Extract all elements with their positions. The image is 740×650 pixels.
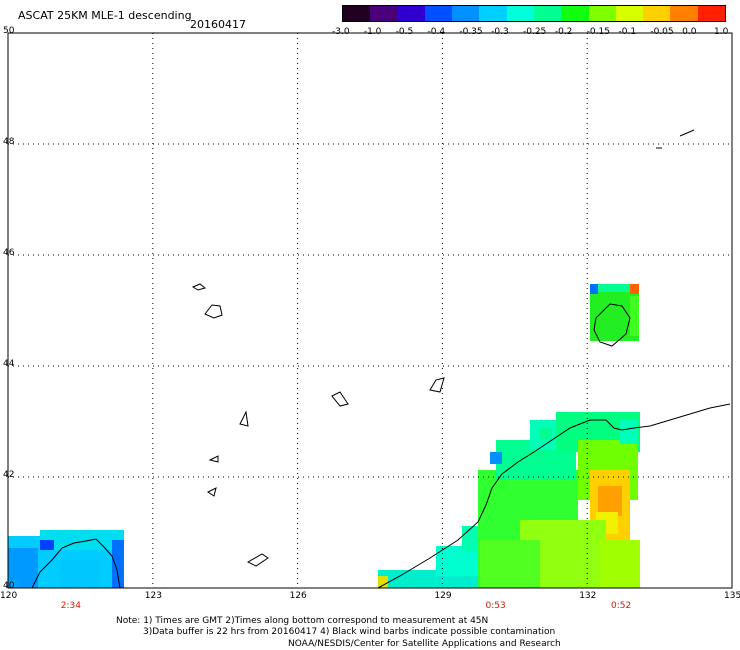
colorbar-segment (561, 6, 589, 21)
colorbar-segment (615, 6, 644, 21)
colorbar-segment (479, 6, 507, 21)
colorbar-tick-label: 0.0 (682, 27, 697, 37)
swath-khanka (630, 284, 639, 294)
island-8 (208, 455, 219, 463)
colorbar-tick-label: -0.2 (554, 27, 573, 37)
island-7 (246, 553, 269, 567)
swath-khanka (590, 284, 598, 294)
map-frame (7, 32, 733, 589)
island-2 (191, 283, 207, 291)
latitude-label: 44 (3, 359, 15, 369)
latitude-label: 48 (3, 137, 15, 147)
swath-bottom-right (378, 576, 388, 588)
colorbar-tick-label: -0.4 (427, 27, 446, 37)
map-title: ASCAT 25KM MLE-1 descending (18, 9, 192, 22)
latitude-label: 42 (3, 470, 15, 480)
colorbar-tick-label: -0.1 (618, 27, 637, 37)
swath-bottom-right (490, 452, 502, 464)
swath-bottom-left (8, 580, 20, 588)
map-date: 20160417 (190, 18, 246, 31)
colorbar-tick-label: -0.05 (650, 27, 674, 37)
colorbar-tick-label: 1.0 (714, 27, 729, 37)
footer-note-1: Note: 1) Times are GMT 2)Times along bot… (116, 616, 489, 626)
island-3 (239, 410, 249, 427)
data-swaths (8, 284, 640, 588)
colorbar-segment (643, 6, 671, 21)
latitude-label: 50 (3, 26, 15, 36)
longitude-label: 135 (724, 591, 740, 601)
coastline-korea-russia (377, 403, 731, 589)
colorbar-tick-label: -0.3 (491, 27, 509, 37)
colorbar-segment (370, 6, 398, 21)
longitude-label: 120 (0, 591, 18, 601)
colorbar-segment (397, 6, 425, 21)
swath-bottom-left (112, 540, 124, 588)
footer-note-2: 3)Data buffer is 22 hrs from 20160417 4)… (143, 627, 556, 637)
colorbar-tick-label: -0.5 (395, 27, 414, 37)
colorbar-tick-label: -0.35 (459, 27, 483, 37)
swath-bottom-right (480, 540, 540, 588)
coastline-liaodong (31, 538, 121, 589)
longitude-label: 126 (289, 591, 307, 601)
swath-bottom-right (540, 428, 552, 440)
island-4 (331, 391, 349, 407)
longitude-label: 123 (144, 591, 162, 601)
colorbar-segment (588, 6, 616, 21)
pass-time-label: 2:34 (60, 601, 81, 611)
colorbar-segment (533, 6, 562, 21)
pass-time-label: 0:52 (610, 601, 632, 611)
colorbar-tick-label: -0.15 (586, 27, 610, 37)
colorbar-tick-label: -1.0 (363, 27, 382, 37)
swath-bottom-left (40, 540, 54, 550)
island-1 (204, 304, 223, 319)
island-5 (429, 377, 445, 393)
latitude-label: 46 (3, 248, 15, 258)
graticule (8, 33, 732, 588)
latitude-label: 40 (3, 581, 15, 591)
longitude-label: 129 (434, 591, 452, 601)
pass-time-label: 0:53 (485, 601, 506, 611)
swath-khanka (598, 284, 630, 292)
swath-bottom-right (620, 420, 638, 444)
coast-fragment-1 (679, 129, 695, 137)
colorbar-segment (424, 6, 453, 21)
colorbar-segment (670, 6, 698, 21)
colorbar (342, 5, 726, 22)
island-6 (207, 487, 217, 497)
colorbar-segment (697, 6, 725, 21)
colorbar-segment (452, 6, 480, 21)
swath-bottom-left (40, 530, 124, 550)
colorbar-tick-label: -3.0 (332, 27, 350, 37)
longitude-label: 132 (579, 591, 597, 601)
colorbar-segment (343, 6, 371, 21)
lake-khanka (593, 303, 631, 347)
swath-bottom-right (600, 540, 640, 588)
swath-khanka (630, 296, 639, 336)
swath-bottom-right (598, 486, 622, 516)
coastline (31, 129, 731, 589)
swath-bottom-left (60, 560, 100, 588)
footer-credit: NOAA/NESDIS/Center for Satellite Applica… (288, 639, 561, 649)
colorbar-segment (506, 6, 534, 21)
colorbar-tick-label: -0.25 (523, 27, 547, 37)
